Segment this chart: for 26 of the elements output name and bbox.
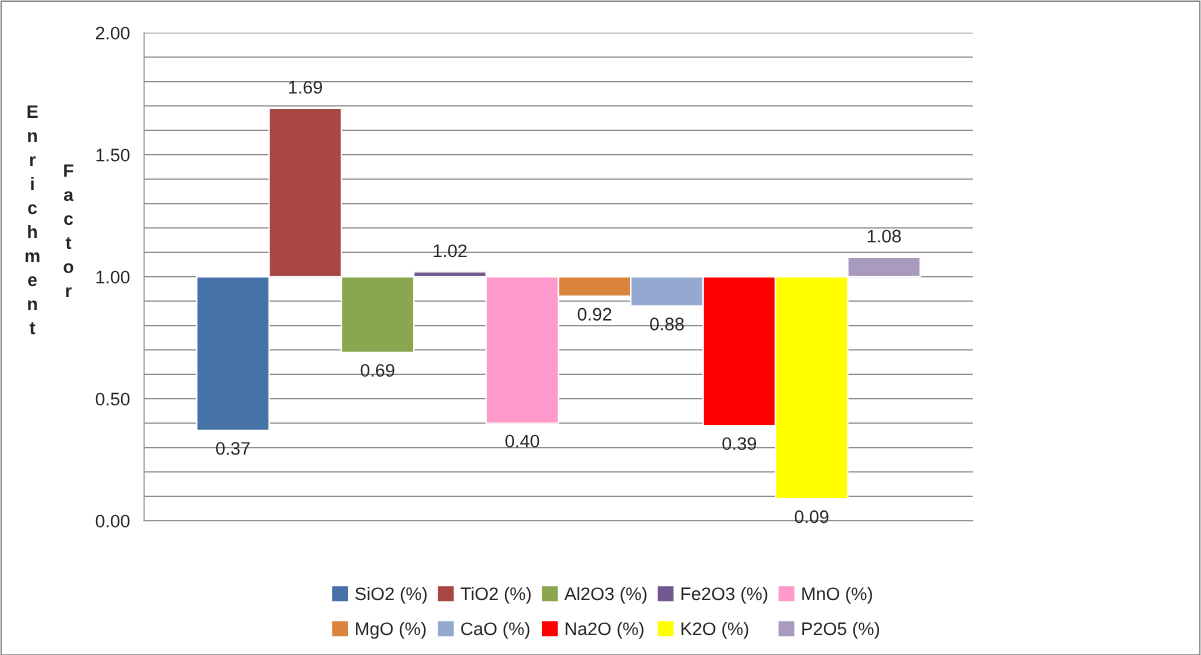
y-tick-label: 1.00: [96, 270, 130, 284]
y-tick-label: 0.50: [95, 392, 130, 406]
legend-label: MnO (%): [802, 586, 872, 604]
legend-label: Al2O3 (%): [564, 586, 647, 604]
data-label: 1.08: [867, 229, 901, 243]
legend-label: TiO2 (%): [460, 586, 531, 604]
legend-label: MgO (%): [356, 621, 426, 639]
data-label: 1.02: [433, 244, 467, 258]
legend-label: P2O5 (%): [802, 621, 880, 639]
data-label: 0.69: [360, 363, 395, 377]
data-label: 0.40: [505, 434, 540, 448]
text: Enrichment Factor: [25, 105, 74, 335]
legend-label: CaO (%): [461, 621, 530, 639]
data-label: 0.39: [722, 437, 757, 450]
legend-label: Fe2O3 (%): [681, 586, 768, 604]
y-tick-label: 0.00: [95, 514, 130, 528]
legend-label: K2O (%): [681, 621, 749, 639]
legend-label: SiO2 (%): [355, 586, 427, 604]
legend-label: Na2O (%): [565, 621, 644, 639]
data-label: 0.88: [650, 317, 684, 331]
data-label: 0.09: [794, 510, 829, 524]
y-tick-label: 1.50: [96, 148, 130, 162]
data-label: 1.69: [289, 80, 322, 94]
y-tick-label: 2.00: [96, 26, 130, 40]
data-label: 0.92: [577, 307, 612, 321]
data-label: 0.37: [216, 442, 250, 455]
